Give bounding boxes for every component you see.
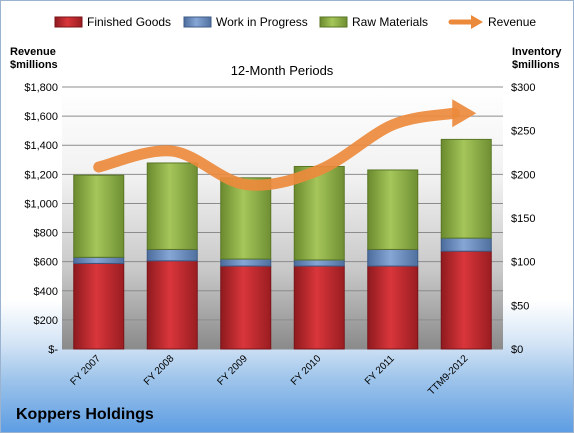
bar-work-in-progress	[220, 258, 272, 267]
y-left-tick-label: $-	[48, 344, 58, 356]
revenue-line	[93, 99, 477, 191]
y-right-tick-label: $200	[511, 169, 535, 181]
x-tick-label: FY 2007	[68, 353, 103, 388]
bar-raw-materials	[367, 169, 419, 250]
y-left-tick-label: $1,200	[24, 169, 58, 181]
revenue-line-arrowhead	[452, 99, 477, 128]
bar-work-in-progress	[293, 259, 345, 267]
x-tick-label: FY 2011	[363, 353, 397, 387]
bar-finished-goods	[146, 260, 198, 350]
y-left-tick-label: $1,000	[24, 198, 58, 210]
y-left-title-line2: $millions	[10, 59, 58, 71]
legend-swatch	[54, 16, 83, 28]
bar-work-in-progress	[440, 237, 492, 252]
bar-work-in-progress	[367, 248, 419, 267]
y-left-axis-title: Revenue $millions	[10, 46, 58, 72]
company-name: Koppers Holdings	[16, 406, 154, 423]
bar-finished-goods	[440, 250, 492, 350]
y-left-tick-label: $200	[34, 315, 58, 327]
y-right-title-line1: Inventory	[512, 46, 562, 58]
y-left-title-line1: Revenue	[10, 46, 56, 58]
y-left-tick-label: $1,600	[24, 111, 58, 123]
bar-raw-materials	[73, 174, 125, 258]
legend-swatch	[319, 16, 348, 28]
revenue-line-path	[93, 107, 460, 191]
bars	[73, 138, 492, 350]
x-tick-label: FY 2010	[289, 353, 324, 388]
y-right-tick-label: $0	[511, 344, 523, 356]
x-tick-label: TTM9-2012	[426, 353, 471, 398]
x-tick-label: FY 2008	[142, 353, 177, 388]
x-tick-label: FY 2009	[215, 353, 250, 388]
bar-raw-materials	[146, 162, 198, 250]
bar-finished-goods	[367, 265, 419, 350]
y-right-title-line2: $millions	[512, 59, 560, 71]
bar-work-in-progress	[73, 256, 125, 264]
legend: Finished Goods Work in Progress Raw Materi…	[54, 15, 536, 29]
legend-swatch	[183, 16, 212, 28]
bar-raw-materials	[220, 177, 272, 260]
bar-work-in-progress	[146, 248, 198, 262]
y-left-tick-label: $1,800	[24, 82, 58, 94]
y-right-tick-label: $100	[511, 257, 535, 269]
y-right-tick-label: $150	[511, 213, 535, 225]
bar-finished-goods	[220, 265, 272, 350]
y-left-tick-label: $400	[34, 286, 58, 298]
y-left-tick-label: $600	[34, 257, 58, 269]
chart-title: 12-Month Periods	[231, 63, 334, 78]
y-right-tick-label: $300	[511, 82, 535, 94]
legend-revenue-arrow	[471, 15, 483, 29]
y-right-axis-title: Inventory $millions	[512, 46, 562, 72]
y-right-tick-label: $50	[511, 300, 529, 312]
legend-label: Revenue	[488, 15, 536, 29]
bar-finished-goods	[73, 262, 125, 350]
legend-label: Work in Progress	[216, 15, 308, 29]
legend-label: Finished Goods	[87, 15, 171, 29]
y-left-tick-label: $800	[34, 228, 58, 240]
gridlines	[62, 86, 503, 350]
y-left-tick-label: $1,400	[24, 140, 58, 152]
legend-label: Raw Materials	[352, 15, 428, 29]
bar-finished-goods	[293, 265, 345, 350]
plot-area	[62, 87, 503, 349]
bar-raw-materials	[440, 138, 492, 239]
y-right-tick-label: $250	[511, 126, 535, 138]
